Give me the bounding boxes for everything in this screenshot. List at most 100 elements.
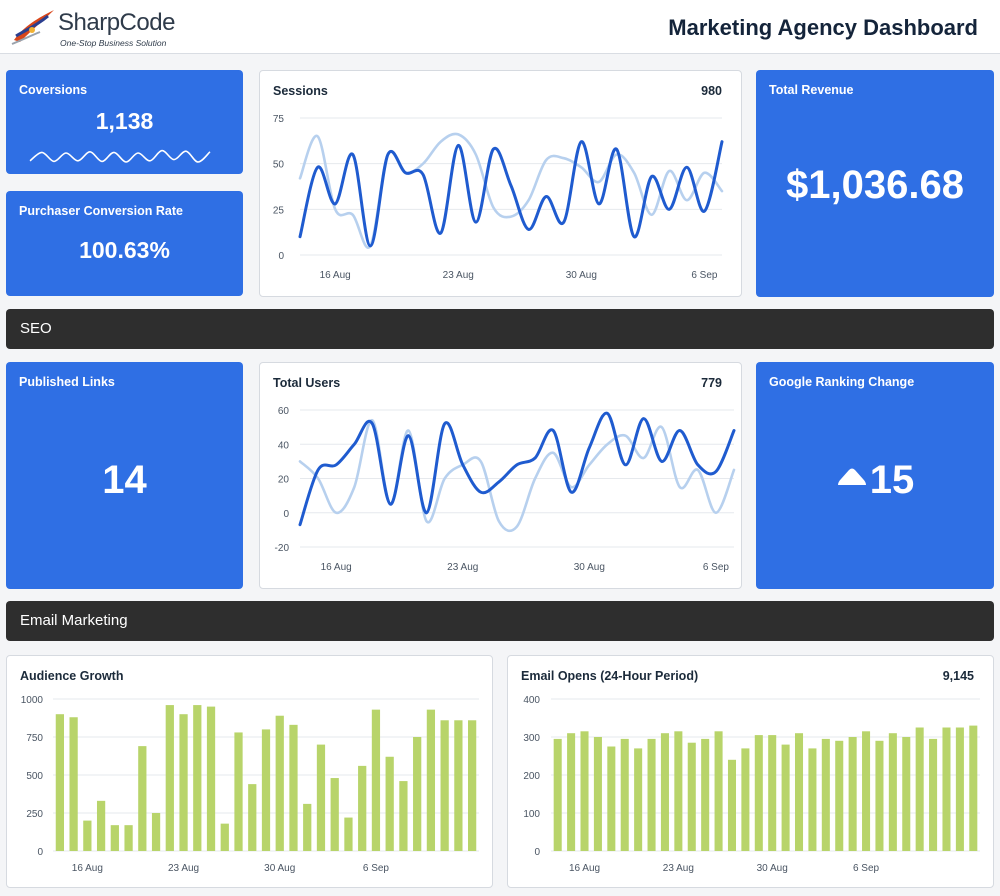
series-line-2 — [298, 140, 724, 248]
page-title: Marketing Agency Dashboard — [668, 15, 978, 40]
bar — [206, 706, 216, 851]
bar — [234, 732, 243, 851]
bar — [468, 720, 477, 851]
bar — [385, 756, 394, 851]
series-line-2 — [298, 411, 736, 527]
purchaser-rate-value: 100.63% — [79, 237, 170, 263]
bar — [808, 748, 817, 851]
x-tick-label: 16 Aug — [320, 270, 351, 281]
conversions-value: 1,138 — [95, 108, 154, 134]
ranking-change-label: Google Ranking Change — [769, 375, 915, 389]
bar — [660, 733, 669, 851]
bar — [330, 778, 339, 851]
bar — [634, 748, 643, 851]
bar — [593, 737, 602, 851]
conversions-sparkline — [29, 149, 211, 163]
ranking-change-card[interactable]: Google Ranking Change 15 — [756, 362, 994, 589]
bar — [888, 733, 897, 851]
bar — [165, 705, 174, 851]
bar — [316, 744, 326, 851]
total-revenue-card[interactable]: Total Revenue $1,036.68 — [756, 70, 994, 297]
y-tick-label: 40 — [278, 440, 290, 451]
y-tick-label: 20 — [278, 475, 290, 486]
bar — [454, 720, 463, 851]
bar — [620, 738, 629, 851]
logo-swoosh-icon — [11, 10, 54, 45]
bar — [289, 724, 298, 851]
published-links-card[interactable]: Published Links 14 — [6, 362, 243, 589]
ranking-change-value: 15 — [869, 458, 915, 502]
total-revenue-label: Total Revenue — [769, 83, 854, 97]
sessions-label: Sessions — [273, 84, 328, 98]
bar — [55, 714, 64, 851]
bar — [83, 820, 92, 851]
total-users-label: Total Users — [273, 376, 341, 390]
bar — [835, 740, 844, 851]
bar — [275, 715, 284, 851]
y-tick-label: 0 — [278, 251, 284, 262]
y-tick-label: 0 — [534, 847, 540, 858]
seo-section-header: SEO — [6, 309, 994, 349]
total-users-chart: -20 0 20 40 60 16 Aug 23 Aug 30 Aug 6 Sep — [275, 406, 736, 573]
bar — [647, 738, 656, 851]
conversions-card[interactable]: Coversions 1,138 — [6, 70, 243, 174]
bar — [440, 720, 449, 851]
x-tick-label: 23 Aug — [168, 863, 199, 874]
bar — [96, 800, 106, 851]
bar — [151, 813, 161, 851]
logo[interactable]: SharpCode One-Stop Business Solution — [10, 6, 190, 50]
y-tick-label: 0 — [283, 509, 289, 520]
y-tick-label: 60 — [278, 406, 290, 417]
bar — [955, 727, 964, 851]
bar — [821, 738, 830, 851]
bar — [344, 817, 353, 851]
x-tick-label: 30 Aug — [757, 863, 788, 874]
audience-growth-label: Audience Growth — [20, 669, 124, 683]
y-tick-label: 75 — [273, 114, 285, 125]
bar — [714, 731, 723, 851]
x-tick-label: 16 Aug — [321, 562, 352, 573]
logo-tagline: One-Stop Business Solution — [60, 38, 167, 48]
bar — [303, 803, 312, 851]
bar — [875, 740, 884, 851]
bar — [138, 746, 147, 851]
bar — [915, 727, 924, 851]
published-links-label: Published Links — [19, 375, 115, 389]
y-tick-label: 200 — [523, 771, 540, 782]
bar — [248, 784, 257, 851]
bar — [607, 746, 616, 851]
x-tick-label: 30 Aug — [574, 562, 605, 573]
bar — [969, 725, 978, 851]
total-users-total: 779 — [701, 376, 722, 390]
published-links-value: 14 — [102, 458, 147, 502]
audience-growth-card[interactable]: Audience Growth 0 250 500 750 1000 16 Aug 23 A… — [6, 655, 493, 888]
email-opens-card[interactable]: Email Opens (24-Hour Period) 9,145 0 100 2… — [507, 655, 994, 888]
email-marketing-section-header: Email Marketing — [6, 601, 994, 641]
bar — [371, 709, 381, 851]
email-opens-label: Email Opens (24-Hour Period) — [521, 669, 699, 683]
x-tick-label: 6 Sep — [853, 863, 880, 874]
bar — [902, 737, 911, 851]
bar — [741, 748, 750, 851]
header: SharpCode One-Stop Business Solution Mar… — [0, 0, 1000, 54]
x-tick-label: 16 Aug — [72, 863, 103, 874]
bar — [567, 733, 576, 851]
bar — [399, 781, 408, 851]
bar — [110, 825, 119, 851]
y-tick-label: 400 — [523, 695, 540, 706]
x-tick-label: 23 Aug — [443, 270, 474, 281]
bar — [220, 823, 229, 851]
purchaser-rate-card[interactable]: Purchaser Conversion Rate 100.63% — [6, 191, 243, 296]
bar — [413, 737, 422, 851]
bar — [124, 825, 133, 851]
x-tick-label: 16 Aug — [569, 863, 600, 874]
x-tick-label: 23 Aug — [663, 863, 694, 874]
sessions-card[interactable]: Sessions 980 0 25 50 75 16 Aug 23 Aug 30 Aug 6 … — [259, 70, 742, 297]
audience-growth-chart: 0 250 500 750 1000 16 Aug 23 Aug 30 Aug 6 Sep — [21, 695, 479, 874]
bar — [261, 729, 271, 851]
total-users-card[interactable]: Total Users 779 -20 0 20 40 60 16 Aug 23 Aug 30… — [259, 362, 742, 589]
bar — [701, 738, 710, 851]
y-tick-label: 250 — [26, 809, 43, 820]
bar — [754, 735, 763, 851]
bar — [580, 731, 589, 851]
